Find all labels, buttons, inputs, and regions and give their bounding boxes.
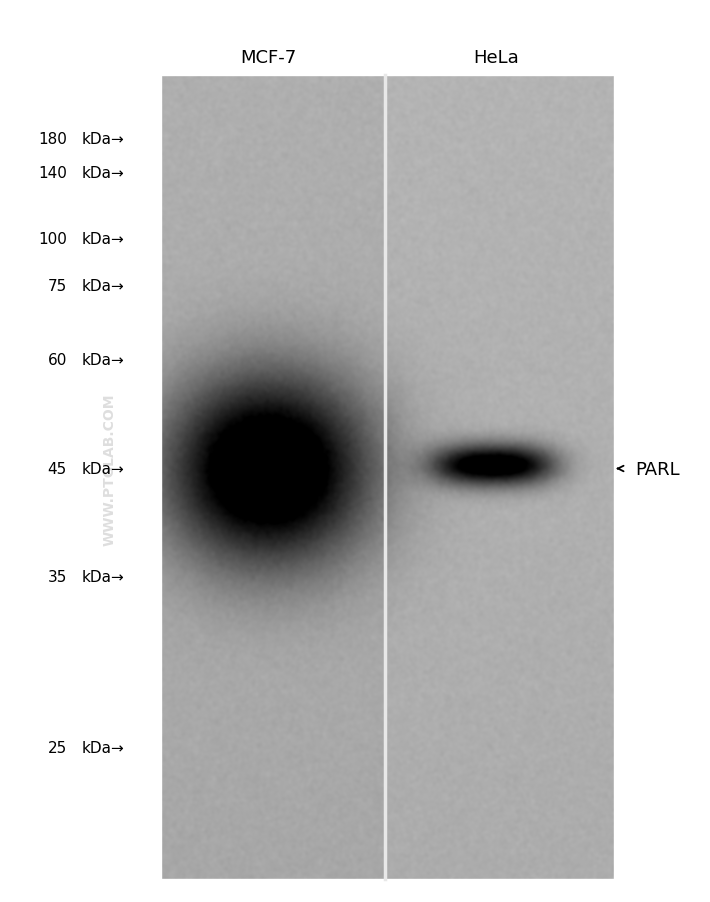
Text: WWW.PTGLAB.COM: WWW.PTGLAB.COM xyxy=(103,393,117,545)
Bar xyxy=(0,0,710,76)
Text: kDa→: kDa→ xyxy=(81,353,124,367)
Text: 100: 100 xyxy=(38,232,67,246)
Text: kDa→: kDa→ xyxy=(81,132,124,146)
Text: kDa→: kDa→ xyxy=(81,741,124,756)
Text: 45: 45 xyxy=(48,462,67,476)
Bar xyxy=(0,879,710,902)
Text: 60: 60 xyxy=(48,353,67,367)
Text: 75: 75 xyxy=(48,279,67,293)
Text: kDa→: kDa→ xyxy=(81,279,124,293)
Text: 180: 180 xyxy=(38,132,67,146)
Text: kDa→: kDa→ xyxy=(81,462,124,476)
Text: kDa→: kDa→ xyxy=(81,569,124,584)
Text: MCF-7: MCF-7 xyxy=(240,49,296,67)
Text: 25: 25 xyxy=(48,741,67,756)
Text: 140: 140 xyxy=(38,165,67,180)
Text: kDa→: kDa→ xyxy=(81,232,124,246)
Text: HeLa: HeLa xyxy=(473,49,519,67)
Text: PARL: PARL xyxy=(635,460,679,478)
Text: 35: 35 xyxy=(48,569,67,584)
Text: kDa→: kDa→ xyxy=(81,165,124,180)
